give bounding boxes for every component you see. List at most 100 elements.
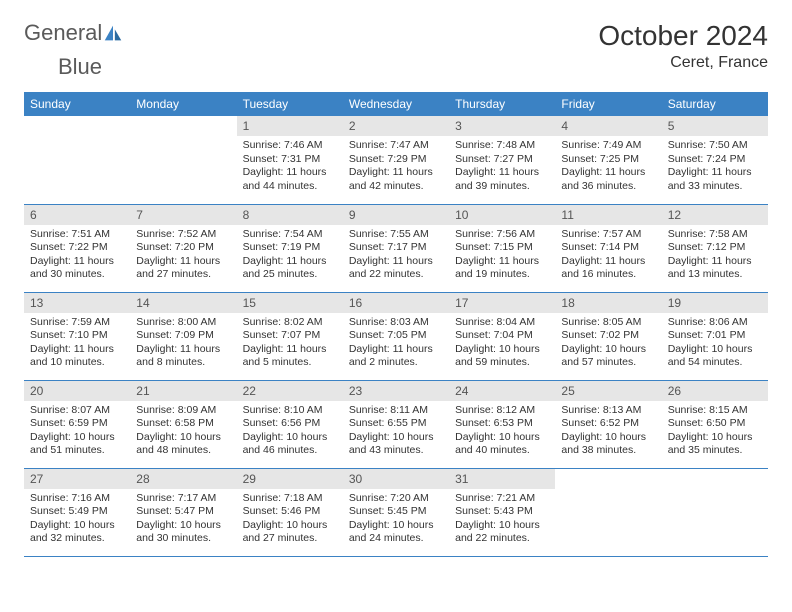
sunset-text: Sunset: 7:24 PM: [668, 153, 762, 167]
sunset-text: Sunset: 7:14 PM: [561, 241, 655, 255]
day-cell: 1Sunrise: 7:46 AMSunset: 7:31 PMDaylight…: [237, 116, 343, 204]
day-cell: 28Sunrise: 7:17 AMSunset: 5:47 PMDayligh…: [130, 468, 236, 556]
sunrise-text: Sunrise: 8:03 AM: [349, 316, 443, 330]
sunrise-text: Sunrise: 8:09 AM: [136, 404, 230, 418]
sunset-text: Sunset: 5:45 PM: [349, 505, 443, 519]
sunset-text: Sunset: 6:52 PM: [561, 417, 655, 431]
day-info: Sunrise: 8:09 AMSunset: 6:58 PMDaylight:…: [130, 401, 236, 463]
day-cell: 16 Sunrise: 8:03 AMSunset: 7:05 PMDayligh…: [343, 292, 449, 380]
daylight-text: Daylight: 11 hours and 22 minutes.: [349, 255, 443, 282]
day-number: 29: [237, 469, 343, 489]
day-cell: 19Sunrise: 8:06 AMSunset: 7:01 PMDayligh…: [662, 292, 768, 380]
day-header-row: SundayMondayTuesdayWednesdayThursdayFrid…: [24, 92, 768, 116]
daylight-text: Daylight: 10 hours and 38 minutes.: [561, 431, 655, 458]
day-number: 6: [24, 205, 130, 225]
day-cell: 5Sunrise: 7:50 AMSunset: 7:24 PMDaylight…: [662, 116, 768, 204]
sunset-text: Sunset: 7:02 PM: [561, 329, 655, 343]
sunset-text: Sunset: 5:49 PM: [30, 505, 124, 519]
sunset-text: Sunset: 7:12 PM: [668, 241, 762, 255]
sunrise-text: Sunrise: 7:18 AM: [243, 492, 337, 506]
sunset-text: Sunset: 7:10 PM: [30, 329, 124, 343]
day-cell: 14Sunrise: 8:00 AMSunset: 7:09 PMDayligh…: [130, 292, 236, 380]
daylight-text: Daylight: 11 hours and 27 minutes.: [136, 255, 230, 282]
day-number: 1: [237, 116, 343, 136]
day-number: 13: [24, 293, 130, 313]
daylight-text: Daylight: 11 hours and 2 minutes.: [349, 343, 443, 370]
sunrise-text: Sunrise: 7:55 AM: [349, 228, 443, 242]
day-info: Sunrise: 7:48 AMSunset: 7:27 PMDaylight:…: [449, 136, 555, 198]
day-number: 16: [343, 293, 449, 313]
day-info: Sunrise: 7:56 AMSunset: 7:15 PMDaylight:…: [449, 225, 555, 287]
daylight-text: Daylight: 10 hours and 24 minutes.: [349, 519, 443, 546]
sunrise-text: Sunrise: 7:20 AM: [349, 492, 443, 506]
day-cell: 31Sunrise: 7:21 AMSunset: 5:43 PMDayligh…: [449, 468, 555, 556]
day-header: Thursday: [449, 92, 555, 116]
day-number: 30: [343, 469, 449, 489]
calendar-week-row: 6Sunrise: 7:51 AMSunset: 7:22 PMDaylight…: [24, 204, 768, 292]
sunrise-text: Sunrise: 7:51 AM: [30, 228, 124, 242]
day-info: Sunrise: 8:10 AMSunset: 6:56 PMDaylight:…: [237, 401, 343, 463]
day-info: Sunrise: 7:47 AMSunset: 7:29 PMDaylight:…: [343, 136, 449, 198]
sunrise-text: Sunrise: 8:05 AM: [561, 316, 655, 330]
calendar-week-row: 13Sunrise: 7:59 AMSunset: 7:10 PMDayligh…: [24, 292, 768, 380]
sunset-text: Sunset: 7:15 PM: [455, 241, 549, 255]
day-cell: 4Sunrise: 7:49 AMSunset: 7:25 PMDaylight…: [555, 116, 661, 204]
day-cell: 10Sunrise: 7:56 AMSunset: 7:15 PMDayligh…: [449, 204, 555, 292]
daylight-text: Daylight: 10 hours and 43 minutes.: [349, 431, 443, 458]
month-title: October 2024: [598, 20, 768, 52]
day-number: 14: [130, 293, 236, 313]
daylight-text: Daylight: 10 hours and 59 minutes.: [455, 343, 549, 370]
daylight-text: Daylight: 10 hours and 48 minutes.: [136, 431, 230, 458]
title-block: October 2024 Ceret, France: [598, 20, 768, 72]
day-info: Sunrise: 7:59 AMSunset: 7:10 PMDaylight:…: [24, 313, 130, 375]
day-info: Sunrise: 8:15 AMSunset: 6:50 PMDaylight:…: [662, 401, 768, 463]
daylight-text: Daylight: 11 hours and 33 minutes.: [668, 166, 762, 193]
day-info: Sunrise: 8:02 AMSunset: 7:07 PMDaylight:…: [237, 313, 343, 375]
day-info: Sunrise: 7:51 AMSunset: 7:22 PMDaylight:…: [24, 225, 130, 287]
day-info: Sunrise: 8:05 AMSunset: 7:02 PMDaylight:…: [555, 313, 661, 375]
day-number: 7: [130, 205, 236, 225]
daylight-text: Daylight: 10 hours and 30 minutes.: [136, 519, 230, 546]
sunrise-text: Sunrise: 8:10 AM: [243, 404, 337, 418]
day-info: Sunrise: 7:20 AMSunset: 5:45 PMDaylight:…: [343, 489, 449, 551]
day-number: 28: [130, 469, 236, 489]
daylight-text: Daylight: 11 hours and 25 minutes.: [243, 255, 337, 282]
sunset-text: Sunset: 7:05 PM: [349, 329, 443, 343]
sunrise-text: Sunrise: 7:56 AM: [455, 228, 549, 242]
day-number: 12: [662, 205, 768, 225]
day-cell: 24Sunrise: 8:12 AMSunset: 6:53 PMDayligh…: [449, 380, 555, 468]
day-info: Sunrise: 7:57 AMSunset: 7:14 PMDaylight:…: [555, 225, 661, 287]
day-cell: 26Sunrise: 8:15 AMSunset: 6:50 PMDayligh…: [662, 380, 768, 468]
day-number: 3: [449, 116, 555, 136]
sunrise-text: Sunrise: 8:07 AM: [30, 404, 124, 418]
day-info: Sunrise: 8:04 AMSunset: 7:04 PMDaylight:…: [449, 313, 555, 375]
day-number: 18: [555, 293, 661, 313]
day-number: 11: [555, 205, 661, 225]
logo-text-blue: Blue: [58, 54, 102, 80]
day-cell: 18Sunrise: 8:05 AMSunset: 7:02 PMDayligh…: [555, 292, 661, 380]
calendar-grid: SundayMondayTuesdayWednesdayThursdayFrid…: [24, 92, 768, 557]
calendar-page: General October 2024 Ceret, France Blue …: [0, 0, 792, 577]
calendar-week-row: 20Sunrise: 8:07 AMSunset: 6:59 PMDayligh…: [24, 380, 768, 468]
calendar-week-row: 27Sunrise: 7:16 AMSunset: 5:49 PMDayligh…: [24, 468, 768, 556]
sunset-text: Sunset: 7:27 PM: [455, 153, 549, 167]
daylight-text: Daylight: 11 hours and 39 minutes.: [455, 166, 549, 193]
sunset-text: Sunset: 7:31 PM: [243, 153, 337, 167]
sunrise-text: Sunrise: 8:15 AM: [668, 404, 762, 418]
daylight-text: Daylight: 11 hours and 10 minutes.: [30, 343, 124, 370]
sunset-text: Sunset: 7:20 PM: [136, 241, 230, 255]
day-number: 26: [662, 381, 768, 401]
sunset-text: Sunset: 5:46 PM: [243, 505, 337, 519]
sunrise-text: Sunrise: 7:54 AM: [243, 228, 337, 242]
day-info: Sunrise: 7:52 AMSunset: 7:20 PMDaylight:…: [130, 225, 236, 287]
day-number: 5: [662, 116, 768, 136]
day-info: Sunrise: 8:13 AMSunset: 6:52 PMDaylight:…: [555, 401, 661, 463]
day-header: Tuesday: [237, 92, 343, 116]
day-info: Sunrise: 7:46 AMSunset: 7:31 PMDaylight:…: [237, 136, 343, 198]
sunset-text: Sunset: 7:19 PM: [243, 241, 337, 255]
day-number: 8: [237, 205, 343, 225]
daylight-text: Daylight: 10 hours and 54 minutes.: [668, 343, 762, 370]
daylight-text: Daylight: 11 hours and 5 minutes.: [243, 343, 337, 370]
day-cell: 22Sunrise: 8:10 AMSunset: 6:56 PMDayligh…: [237, 380, 343, 468]
day-number: 21: [130, 381, 236, 401]
